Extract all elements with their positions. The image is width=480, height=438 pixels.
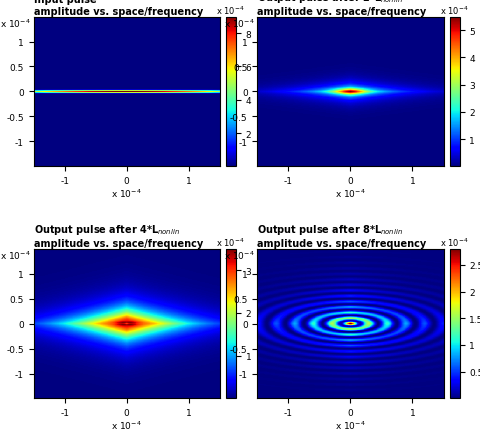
Text: x 10$^{-4}$: x 10$^{-4}$ xyxy=(0,249,31,261)
X-axis label: x 10$^{-4}$: x 10$^{-4}$ xyxy=(111,187,142,199)
Text: x 10$^{-4}$: x 10$^{-4}$ xyxy=(0,18,31,30)
X-axis label: x 10$^{-4}$: x 10$^{-4}$ xyxy=(335,419,366,431)
Title: x 10$^{-4}$: x 10$^{-4}$ xyxy=(216,236,245,248)
Title: x 10$^{-4}$: x 10$^{-4}$ xyxy=(440,4,469,17)
Text: Output pulse after 2*L$_{nonlin}$
amplitude vs. space/frequency: Output pulse after 2*L$_{nonlin}$ amplit… xyxy=(257,0,427,17)
Text: Output pulse after 8*L$_{nonlin}$
amplitude vs. space/frequency: Output pulse after 8*L$_{nonlin}$ amplit… xyxy=(257,223,427,248)
Title: x 10$^{-4}$: x 10$^{-4}$ xyxy=(216,4,245,17)
Text: x 10$^{-4}$: x 10$^{-4}$ xyxy=(224,18,254,30)
Text: Input pulse
amplitude vs. space/frequency: Input pulse amplitude vs. space/frequenc… xyxy=(34,0,203,17)
Title: x 10$^{-4}$: x 10$^{-4}$ xyxy=(440,236,469,248)
X-axis label: x 10$^{-4}$: x 10$^{-4}$ xyxy=(111,419,142,431)
X-axis label: x 10$^{-4}$: x 10$^{-4}$ xyxy=(335,187,366,199)
Text: x 10$^{-4}$: x 10$^{-4}$ xyxy=(224,249,254,261)
Text: Output pulse after 4*L$_{nonlin}$
amplitude vs. space/frequency: Output pulse after 4*L$_{nonlin}$ amplit… xyxy=(34,223,203,248)
